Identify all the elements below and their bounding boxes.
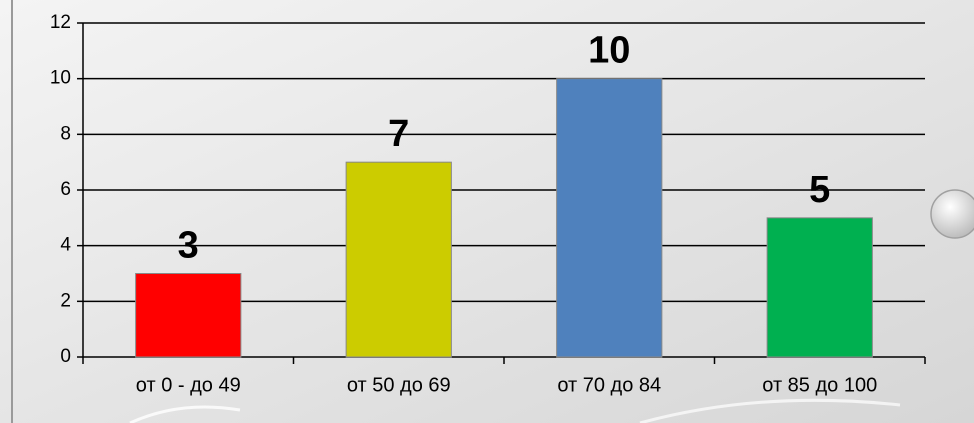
y-tick-label: 12: [50, 12, 71, 33]
x-tick-label: от 50 до 69: [347, 374, 451, 396]
data-label: 10: [588, 30, 630, 72]
decor-curve: [129, 405, 241, 423]
bar: [135, 273, 242, 358]
y-tick-label: 6: [60, 179, 71, 200]
data-label: 7: [388, 113, 409, 155]
bar: [556, 78, 663, 358]
decor-knob: [930, 189, 974, 239]
bar: [345, 161, 452, 358]
x-tick-label: от 70 до 84: [557, 374, 661, 396]
data-label: 3: [178, 225, 199, 267]
data-label: 5: [809, 169, 830, 211]
y-tick-label: 2: [60, 290, 71, 311]
decor-curve: [639, 398, 901, 423]
x-tick-label: от 0 - до 49: [136, 374, 241, 396]
y-tick-label: 8: [60, 123, 71, 144]
x-tick-label: от 85 до 100: [762, 374, 877, 396]
y-tick-label: 0: [60, 346, 71, 367]
y-tick-label: 4: [60, 235, 71, 256]
y-tick-label: 10: [50, 68, 71, 89]
bar: [766, 217, 873, 358]
